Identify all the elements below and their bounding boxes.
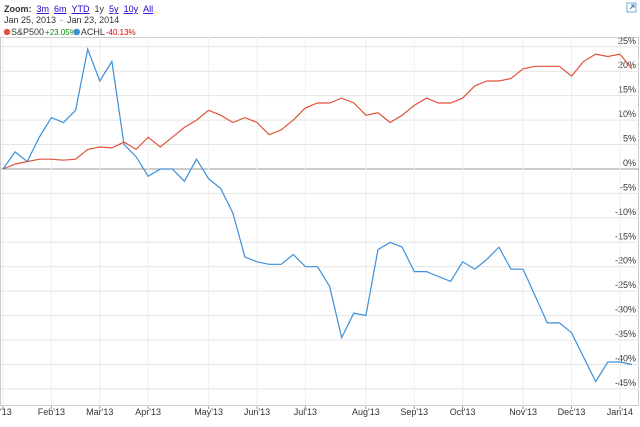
y-tick-label: -5% xyxy=(620,182,636,192)
series-line xyxy=(2,47,633,383)
date-start: Jan 25, 2013 xyxy=(4,15,56,25)
x-tick-label: Sep'13 xyxy=(400,407,428,417)
x-tick-label: Oct'13 xyxy=(450,407,476,417)
y-tick-label: -20% xyxy=(615,256,636,266)
x-tick-label: Dec'13 xyxy=(558,407,586,417)
x-tick-label: Jul'13 xyxy=(294,407,317,417)
y-tick-label: -45% xyxy=(615,378,636,388)
expand-icon[interactable] xyxy=(626,2,637,13)
x-tick-label: Apr'13 xyxy=(135,407,161,417)
x-tick-label: May'13 xyxy=(194,407,223,417)
zoom-label: Zoom: xyxy=(4,4,32,14)
date-separator: - xyxy=(60,15,63,25)
y-tick-label: 5% xyxy=(623,134,636,144)
x-tick-label: Aug'13 xyxy=(352,407,380,417)
y-tick-label: 20% xyxy=(618,60,636,70)
y-tick-label: -30% xyxy=(615,305,636,315)
legend-change: -40.13% xyxy=(106,28,136,37)
zoom-bar: Zoom: 3m 6m YTD 1y 5y 10y All xyxy=(4,4,153,14)
legend-marker xyxy=(3,28,11,36)
series-line xyxy=(2,53,633,170)
zoom-option[interactable]: 6m xyxy=(54,4,67,14)
y-tick-label: -10% xyxy=(615,207,636,217)
y-tick-label: -25% xyxy=(615,280,636,290)
y-tick-label: 15% xyxy=(618,85,636,95)
legend-dot[interactable]: S&P500 xyxy=(11,27,44,37)
date-end: Jan 23, 2014 xyxy=(67,15,119,25)
y-tick-label: -40% xyxy=(615,353,636,363)
x-tick-label: Nov'13 xyxy=(509,407,537,417)
x-tick-label: Feb'13 xyxy=(38,407,65,417)
plot-frame xyxy=(0,37,639,406)
zoom-option[interactable]: 5y xyxy=(109,4,119,14)
zoom-option[interactable]: YTD xyxy=(72,4,91,14)
legend-dot[interactable]: ACHL xyxy=(81,27,105,37)
zoom-option[interactable]: 3m xyxy=(37,4,50,14)
y-tick-label: 10% xyxy=(618,109,636,119)
date-range: Jan 25, 2013- Jan 23, 2014 xyxy=(4,15,119,25)
x-tick-label: Jan'14 xyxy=(607,407,633,417)
y-tick-label: 0% xyxy=(623,158,636,168)
x-tick-label: Mar'13 xyxy=(86,407,113,417)
zoom-option[interactable]: All xyxy=(143,4,153,14)
x-tick-label: '13 xyxy=(0,407,12,417)
x-tick-label: Jun'13 xyxy=(244,407,270,417)
zoom-option[interactable]: 1y xyxy=(95,4,105,14)
y-tick-label: -15% xyxy=(615,231,636,241)
legend: S&P500+23.05% ACHL-40.13% xyxy=(11,27,136,37)
y-tick-label: 25% xyxy=(618,36,636,46)
zoom-option[interactable]: 10y xyxy=(124,4,139,14)
y-tick-label: -35% xyxy=(615,329,636,339)
legend-marker xyxy=(73,28,81,36)
legend-change: +23.05% xyxy=(45,28,77,37)
